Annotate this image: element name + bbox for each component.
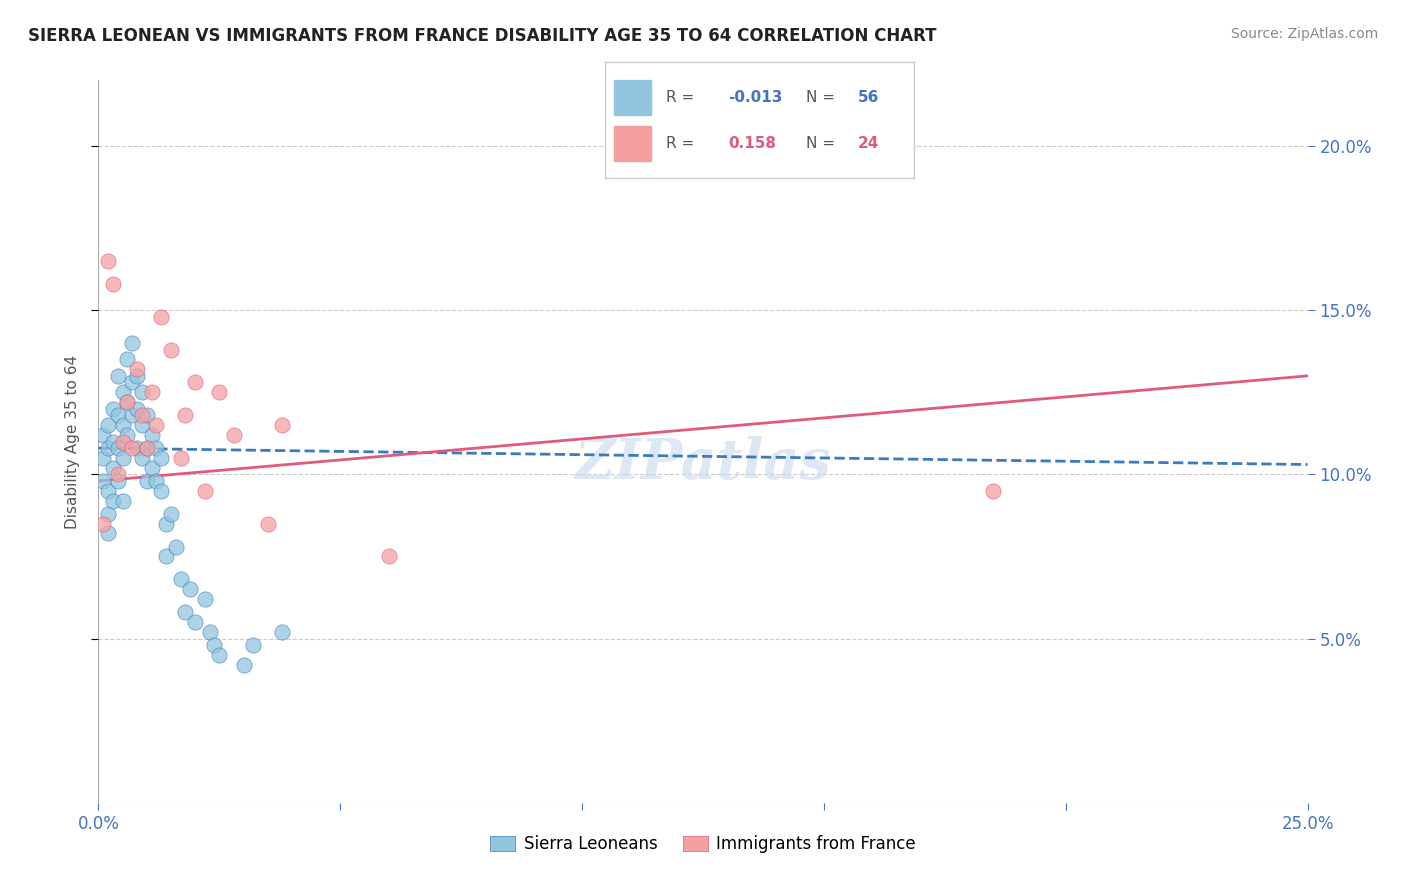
Point [184,376,207,390]
Point [107,368,129,383]
Point [127,368,149,383]
Point [145,474,167,488]
Point [111,450,134,465]
Point [256,516,278,531]
Point [91,516,114,531]
Point [242,638,264,652]
Point [377,549,399,564]
Point [150,450,173,465]
Point [145,441,167,455]
Point [117,395,139,409]
Text: SIERRA LEONEAN VS IMMIGRANTS FROM FRANCE DISABILITY AGE 35 TO 64 CORRELATION CHA: SIERRA LEONEAN VS IMMIGRANTS FROM FRANCE… [28,27,936,45]
Point [155,549,177,564]
Point [127,362,149,376]
Point [150,483,173,498]
Point [97,441,120,455]
Point [121,409,143,423]
Point [111,385,134,400]
Point [169,573,191,587]
Point [97,483,120,498]
Point [121,336,143,351]
Point [107,409,129,423]
Point [111,434,134,449]
Point [169,450,191,465]
Point [117,395,139,409]
Point [131,385,153,400]
Point [160,343,183,357]
Point [127,401,149,416]
Point [194,592,217,607]
Point [174,605,197,619]
Point [198,625,221,640]
Point [174,409,197,423]
Point [107,474,129,488]
Point [232,657,254,672]
Text: 24: 24 [858,136,880,151]
Bar [614,79,651,114]
Point [135,474,157,488]
Text: 0.158: 0.158 [728,136,776,151]
Point [107,467,129,482]
Point [141,460,163,475]
Point [150,310,173,324]
Point [131,409,153,423]
Point [204,638,226,652]
Point [222,428,245,442]
Point [111,418,134,433]
Point [97,526,120,541]
Point [131,450,153,465]
Point [160,507,183,521]
Text: ZIPatlas: ZIPatlas [575,435,831,491]
Text: R =: R = [666,90,695,104]
Point [91,474,114,488]
Point [141,385,163,400]
Point [184,615,207,630]
Text: -0.013: -0.013 [728,90,783,104]
Point [121,441,143,455]
Point [135,441,157,455]
Point [194,483,217,498]
Point [135,441,157,455]
Point [981,483,1004,498]
Point [101,277,124,291]
Point [97,507,120,521]
Point [131,418,153,433]
Text: N =: N = [806,136,835,151]
Text: Source: ZipAtlas.com: Source: ZipAtlas.com [1230,27,1378,41]
Legend: Sierra Leoneans, Immigrants from France: Sierra Leoneans, Immigrants from France [484,828,922,860]
Text: 56: 56 [858,90,880,104]
Point [208,385,231,400]
Point [117,428,139,442]
Point [271,418,294,433]
Point [145,418,167,433]
Point [127,441,149,455]
Point [165,540,187,554]
Point [121,376,143,390]
Y-axis label: Disability Age 35 to 64: Disability Age 35 to 64 [65,354,80,529]
Point [91,450,114,465]
Text: R =: R = [666,136,695,151]
Text: N =: N = [806,90,835,104]
Point [271,625,294,640]
Point [111,493,134,508]
Point [91,428,114,442]
Point [117,352,139,367]
Bar [614,126,651,161]
Point [101,434,124,449]
Point [135,409,157,423]
Point [141,428,163,442]
Point [179,582,201,597]
Point [97,418,120,433]
Point [155,516,177,531]
Point [107,441,129,455]
Point [101,460,124,475]
Point [101,493,124,508]
Point [97,253,120,268]
Point [208,648,231,662]
Point [101,401,124,416]
